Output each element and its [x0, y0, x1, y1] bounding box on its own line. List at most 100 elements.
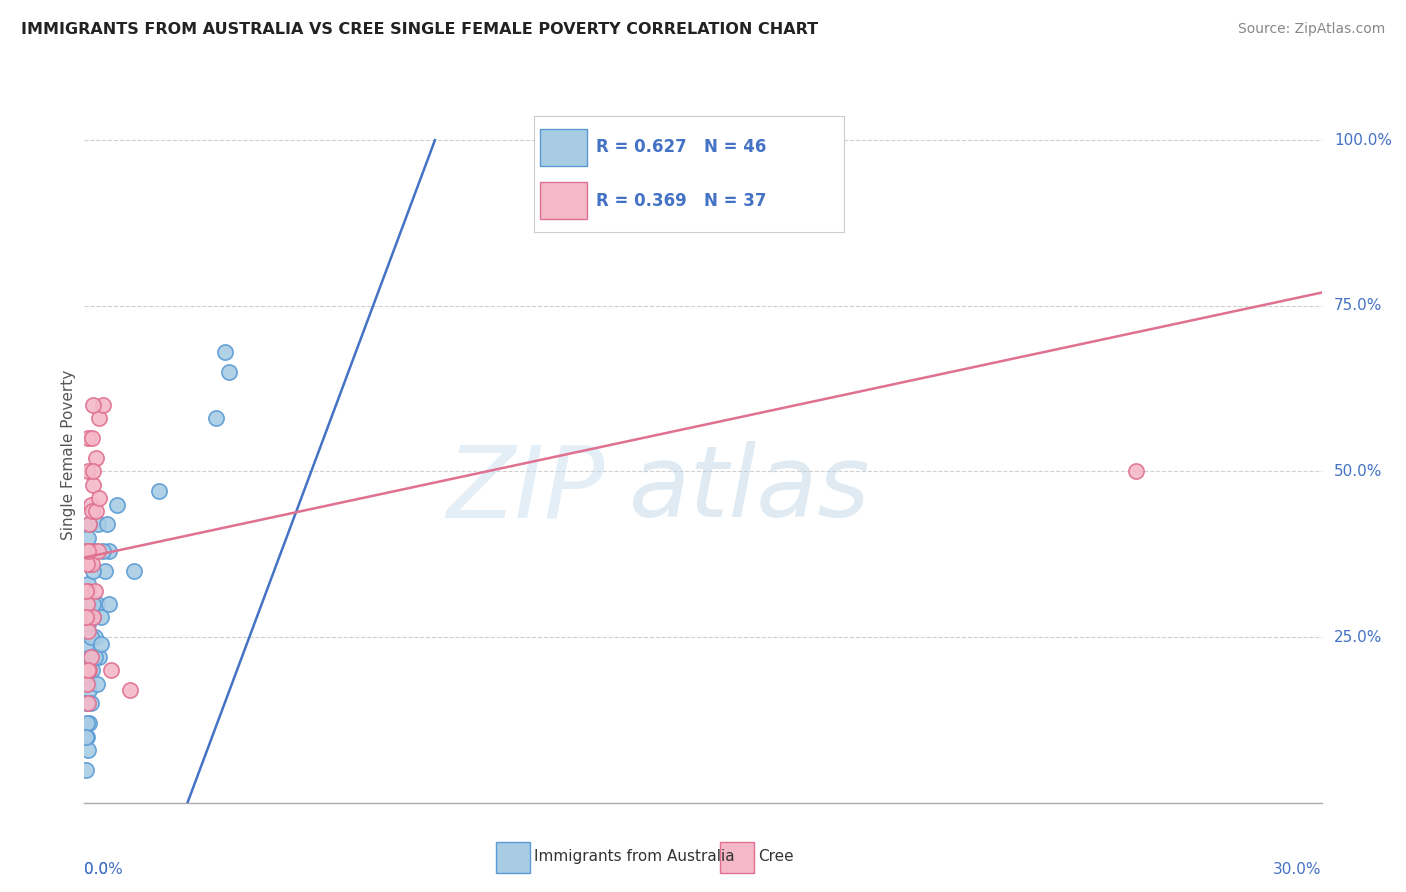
- Point: [80, 663, 103, 677]
- Point: [75, 637, 97, 651]
- Point: [76, 465, 98, 479]
- Point: [76, 544, 98, 558]
- Point: [214, 345, 236, 359]
- Point: [91, 544, 114, 558]
- Point: [87, 411, 110, 425]
- Point: [84, 451, 107, 466]
- Point: [118, 683, 141, 698]
- Point: [79, 630, 101, 644]
- Point: [83, 583, 105, 598]
- Point: [76, 624, 98, 638]
- Point: [94, 564, 117, 578]
- FancyBboxPatch shape: [540, 182, 586, 219]
- Point: [79, 663, 101, 677]
- Point: [82, 610, 104, 624]
- Point: [76, 676, 98, 690]
- Point: [75, 763, 97, 777]
- Point: [87, 491, 110, 505]
- FancyBboxPatch shape: [496, 842, 530, 873]
- Point: [84, 504, 107, 518]
- Point: [76, 558, 98, 572]
- Point: [84, 544, 107, 558]
- Point: [76, 697, 98, 711]
- Point: [79, 683, 101, 698]
- Point: [77, 650, 100, 665]
- Point: [91, 398, 114, 412]
- Text: 0.0: 0.0: [84, 863, 108, 878]
- Point: [96, 517, 118, 532]
- Point: [148, 484, 170, 499]
- Point: [205, 411, 228, 425]
- Text: ZIP: ZIP: [446, 442, 605, 538]
- Point: [100, 663, 122, 677]
- Point: [79, 650, 101, 665]
- Text: atlas: atlas: [628, 442, 870, 538]
- Text: Source: ZipAtlas.com: Source: ZipAtlas.com: [1237, 22, 1385, 37]
- Text: R = 0.369   N = 37: R = 0.369 N = 37: [596, 192, 766, 210]
- Text: 75.0%: 75.0%: [1334, 298, 1382, 313]
- Point: [77, 616, 100, 631]
- Point: [79, 716, 101, 731]
- Point: [79, 650, 101, 665]
- Point: [76, 597, 98, 611]
- Point: [77, 663, 100, 677]
- Point: [77, 597, 100, 611]
- Point: [122, 564, 145, 578]
- Point: [82, 398, 104, 412]
- Point: [77, 610, 100, 624]
- Point: [79, 517, 101, 532]
- Point: [98, 544, 121, 558]
- Point: [79, 558, 101, 572]
- Point: [90, 637, 112, 651]
- Point: [218, 365, 240, 379]
- Point: [76, 743, 98, 757]
- Point: [77, 531, 100, 545]
- Point: [80, 431, 103, 445]
- Text: 0.0%: 0.0%: [84, 863, 124, 878]
- Point: [82, 477, 104, 491]
- Point: [86, 517, 108, 532]
- Point: [86, 544, 108, 558]
- Point: [75, 583, 97, 598]
- Point: [105, 498, 128, 512]
- Point: [80, 558, 103, 572]
- Point: [1125, 465, 1147, 479]
- Point: [75, 610, 97, 624]
- Point: [75, 544, 97, 558]
- Y-axis label: Single Female Poverty: Single Female Poverty: [60, 370, 76, 540]
- Point: [76, 730, 98, 744]
- Point: [90, 610, 112, 624]
- Point: [76, 716, 98, 731]
- FancyBboxPatch shape: [720, 842, 754, 873]
- Point: [83, 630, 105, 644]
- Point: [77, 663, 100, 677]
- Text: Cree: Cree: [758, 849, 793, 863]
- Text: Immigrants from Australia: Immigrants from Australia: [534, 849, 735, 863]
- Point: [75, 697, 97, 711]
- Text: IMMIGRANTS FROM AUSTRALIA VS CREE SINGLE FEMALE POVERTY CORRELATION CHART: IMMIGRANTS FROM AUSTRALIA VS CREE SINGLE…: [21, 22, 818, 37]
- Text: 30.0%: 30.0%: [1274, 863, 1322, 878]
- Point: [82, 610, 104, 624]
- Point: [76, 676, 98, 690]
- Point: [82, 564, 104, 578]
- Point: [77, 431, 100, 445]
- Point: [80, 504, 103, 518]
- Point: [83, 650, 105, 665]
- Point: [82, 610, 104, 624]
- Text: 25.0%: 25.0%: [1334, 630, 1382, 645]
- Point: [79, 498, 101, 512]
- Point: [79, 517, 101, 532]
- Point: [82, 597, 104, 611]
- Text: R = 0.627   N = 46: R = 0.627 N = 46: [596, 138, 766, 156]
- Point: [86, 676, 108, 690]
- Point: [76, 577, 98, 591]
- Point: [79, 697, 101, 711]
- Point: [82, 465, 104, 479]
- Point: [79, 544, 101, 558]
- Point: [75, 663, 97, 677]
- Point: [75, 730, 97, 744]
- Text: 50.0%: 50.0%: [1334, 464, 1382, 479]
- Point: [86, 597, 108, 611]
- Point: [98, 597, 121, 611]
- FancyBboxPatch shape: [540, 128, 586, 166]
